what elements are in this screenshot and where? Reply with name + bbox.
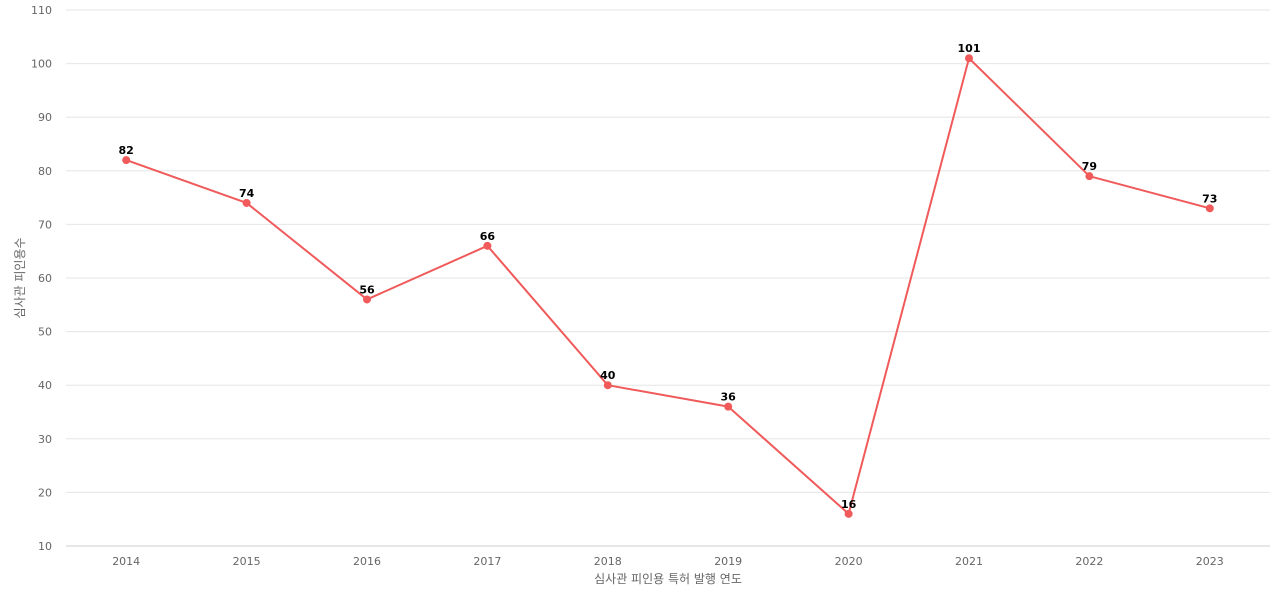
data-label: 56 [359,283,375,296]
y-tick-label: 20 [38,486,52,499]
y-tick-label: 40 [38,379,52,392]
data-point [363,295,371,304]
y-tick-label: 90 [38,111,52,124]
y-tick-label: 30 [38,433,52,446]
x-tick-label: 2023 [1196,555,1224,568]
series-line-path [125,57,1211,515]
data-label: 74 [239,187,255,200]
data-point [1085,172,1094,181]
data-point [483,241,492,250]
x-tick-label: 2020 [835,555,863,568]
x-tick-label: 2016 [353,555,381,568]
y-tick-label: 100 [31,58,52,71]
series-line [125,57,1211,515]
y-tick-label: 60 [38,272,52,285]
data-point [242,198,251,207]
data-point [844,509,853,518]
grid-lines [66,9,1270,547]
x-tick-label: 2021 [955,555,983,568]
data-label: 79 [1082,160,1097,173]
x-axis-title: 심사관 피인용 특허 발행 연도 [594,571,742,586]
y-tick-labels: 10 20 30 40 50 60 70 80 90 100 110 [31,4,52,553]
data-labels: 82 74 56 66 40 36 16 101 79 73 [119,42,1218,511]
data-label: 16 [841,498,857,511]
x-tick-label: 2018 [594,555,622,568]
data-label: 36 [721,391,737,404]
data-label: 82 [119,144,134,157]
data-label: 101 [958,42,981,55]
x-tick-label: 2017 [473,555,501,568]
y-axis-title: 심사관 피인용수 [13,237,27,318]
data-label: 40 [600,369,616,382]
data-point [965,54,973,63]
data-label: 66 [480,230,496,243]
y-tick-label: 70 [38,218,52,231]
y-tick-label: 10 [38,540,52,553]
y-tick-label: 110 [31,4,52,17]
x-tick-labels: 2014 2015 2016 2017 2018 2019 2020 2021 2022 2023 [112,555,1224,568]
data-point [603,381,612,390]
x-tick-label: 2014 [112,555,140,568]
x-tick-label: 2019 [714,555,742,568]
data-point [122,156,131,165]
x-tick-label: 2015 [233,555,261,568]
data-point [724,402,733,411]
y-tick-label: 80 [38,165,52,178]
data-point [1205,204,1214,213]
y-tick-label: 50 [38,326,52,339]
x-tick-label: 2022 [1075,555,1103,568]
data-points [122,54,1214,518]
data-label: 73 [1202,192,1217,205]
